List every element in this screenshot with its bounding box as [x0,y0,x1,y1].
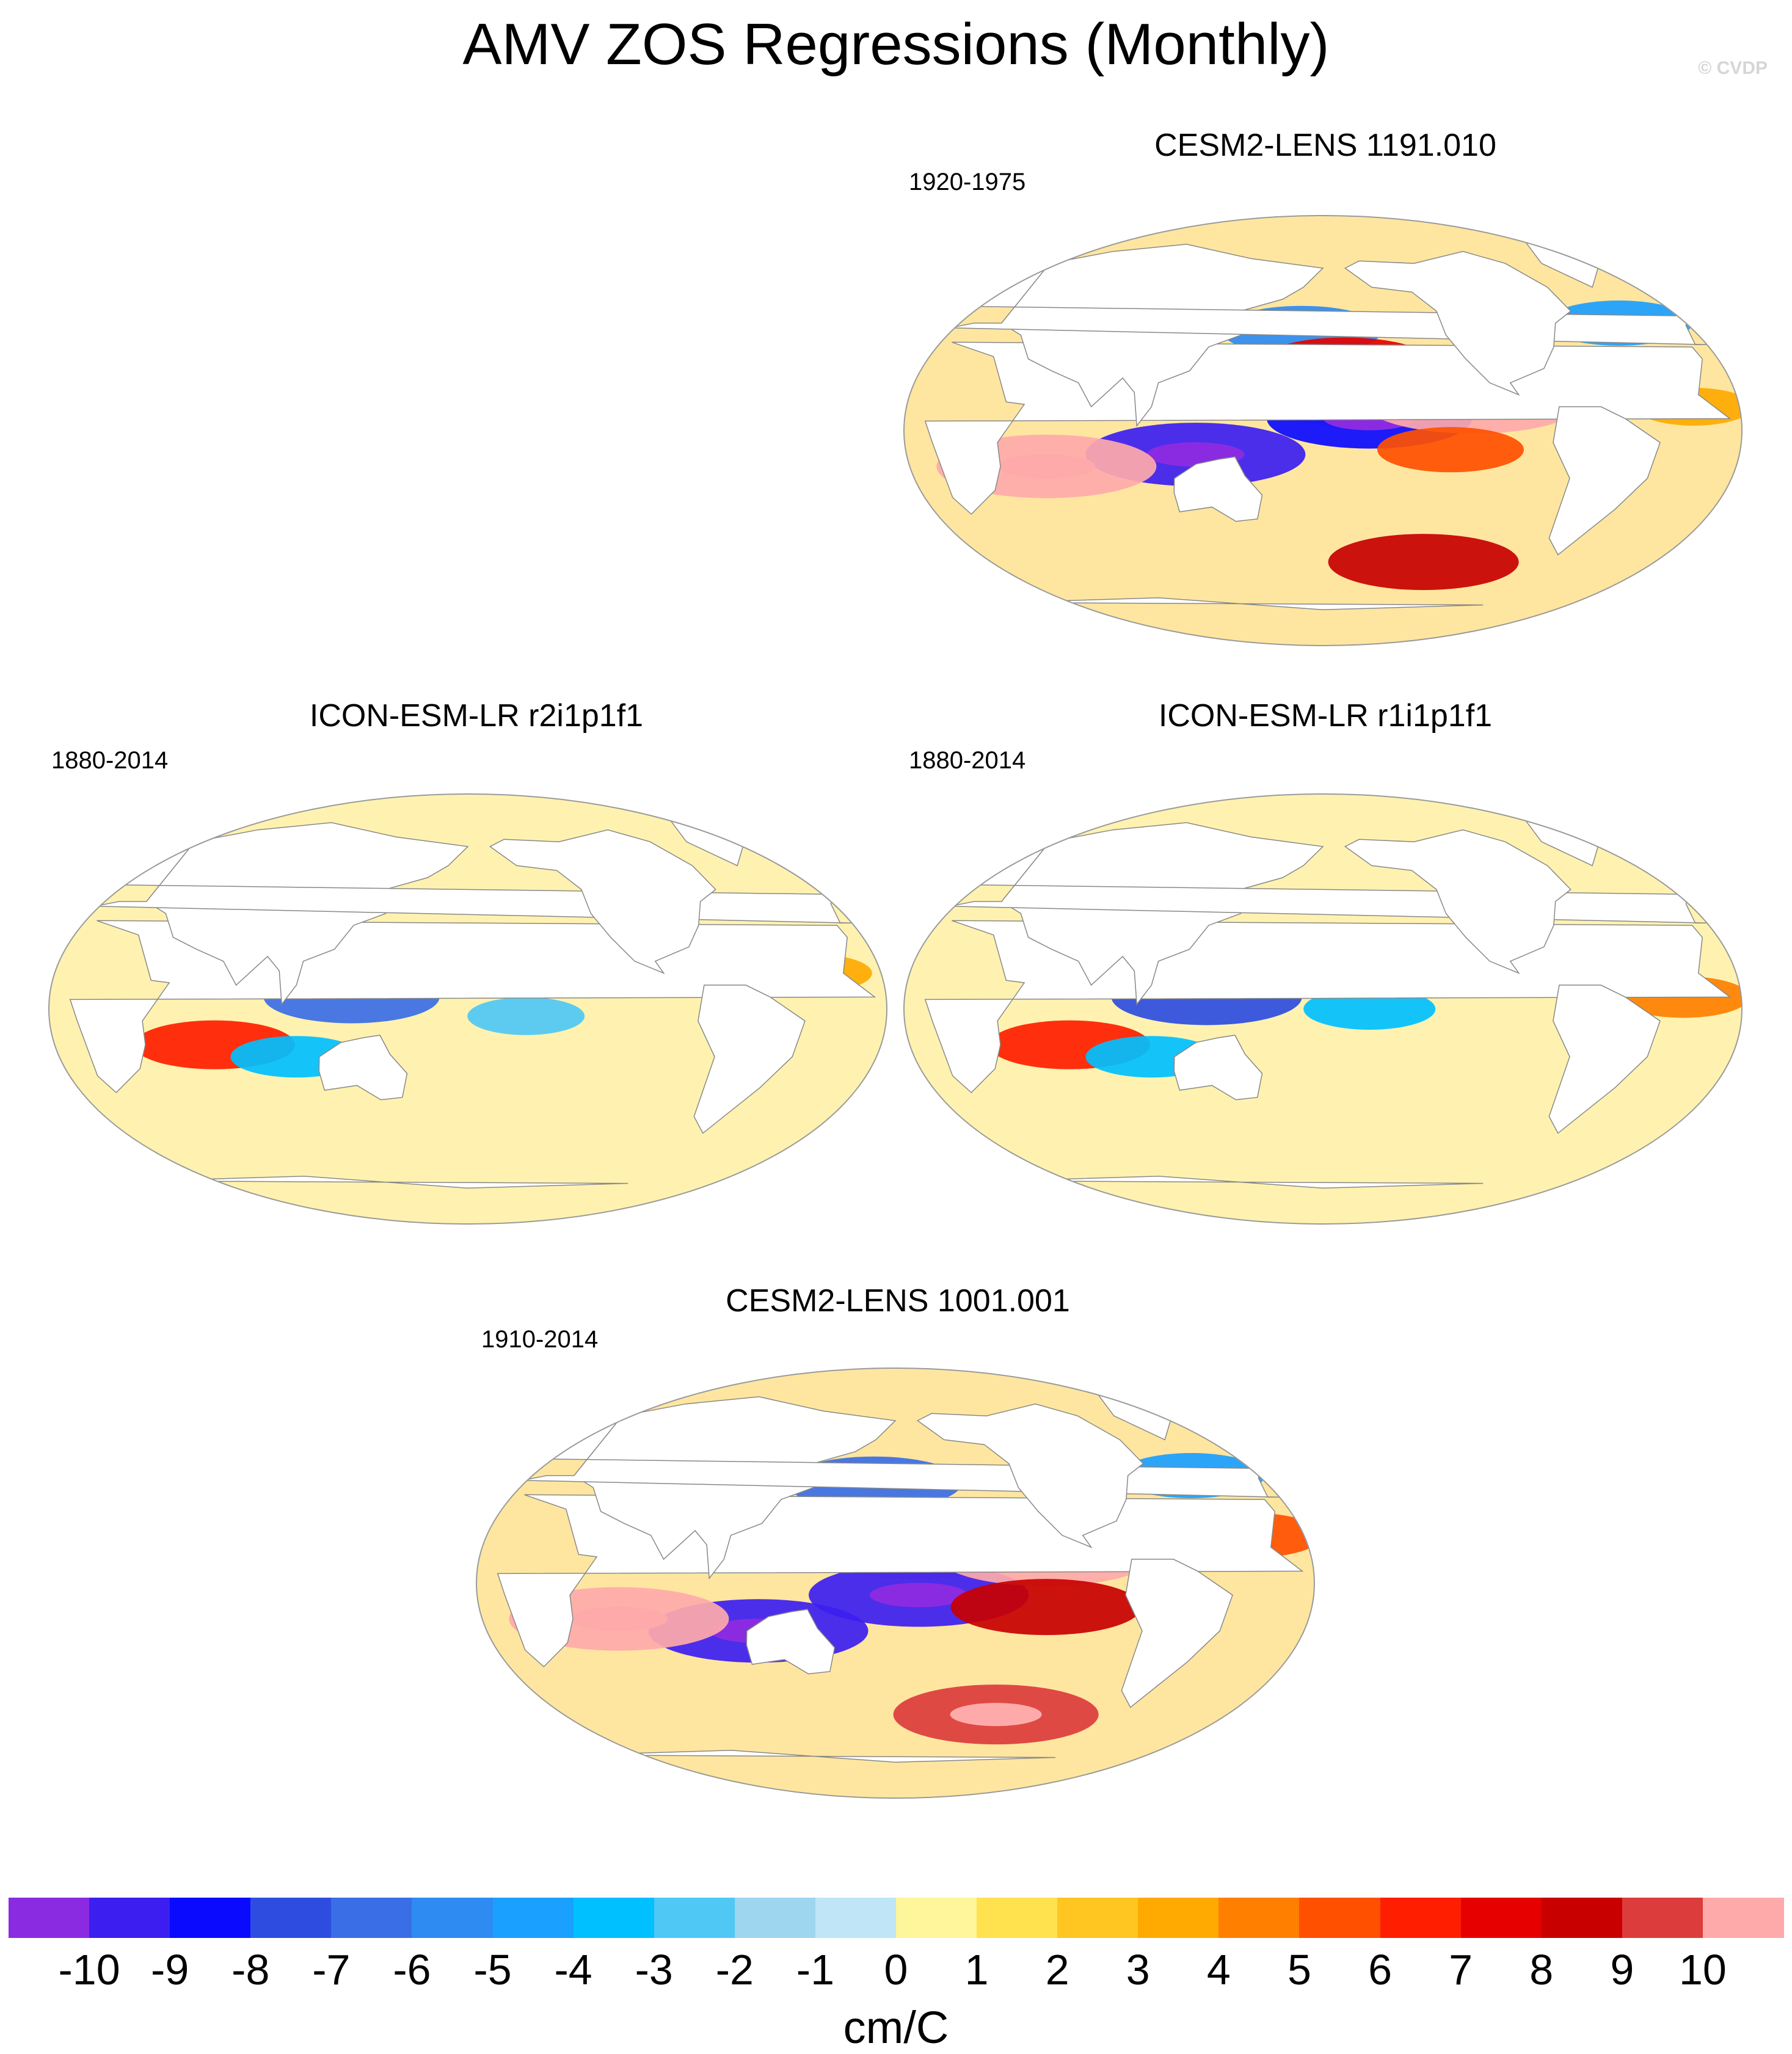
anomaly-core [997,454,1096,479]
land-asia [1000,822,1324,1006]
land-asia [145,822,469,1006]
colorbar-tick-label: 9 [1610,1946,1634,1994]
panel-title-icon-r1: ICON-ESM-LR r1i1p1f1 [1158,698,1493,734]
colorbar-tick-label: -1 [796,1946,835,1994]
land-north-america [1344,829,1572,974]
map-panel-1 [48,793,887,1225]
land-south-america [1548,985,1661,1134]
land-africa [924,341,1732,515]
colorbar-swatch [1057,1898,1138,1938]
colorbar-swatch [331,1898,413,1938]
land-south-america [1121,1559,1233,1708]
colorbar-tick-label: 1 [964,1946,989,1994]
land-south-america [693,985,806,1134]
anomaly-feature [1328,534,1519,591]
colorbar-swatch [1138,1898,1219,1938]
colorbar-tick-label: -5 [473,1946,512,1994]
colorbar-swatch [977,1898,1058,1938]
anomaly-feature [950,1579,1142,1636]
copyright-watermark: © CVDP [1698,58,1768,78]
anomaly-feature [1377,427,1524,473]
colorbar-tick-label: -4 [554,1946,592,1994]
land-africa [497,1494,1304,1667]
land-north-america [916,1403,1144,1548]
colorbar-tick-label: 5 [1287,1946,1311,1994]
colorbar-swatch [492,1898,574,1938]
colorbar-tick-label: -6 [393,1946,431,1994]
colorbar-tick-label: 4 [1206,1946,1231,1994]
colorbar-swatch [654,1898,735,1938]
colorbar-swatch [1622,1898,1703,1938]
land-australia [1173,456,1263,522]
land-africa [69,920,876,1093]
colorbar [9,1898,1784,1938]
panel-years-cesm2-1191: 1920-1975 [909,169,1026,195]
colorbar-swatch [1702,1898,1784,1938]
colorbar-tick-label: -10 [58,1946,120,1994]
colorbar-swatch [89,1898,170,1938]
colorbar-swatch [250,1898,332,1938]
land-asia [1000,244,1324,428]
colorbar-tick-label: -7 [312,1946,351,1994]
colorbar-tick-label: 6 [1368,1946,1392,1994]
land-north-america [1344,250,1572,396]
map-panel-0 [903,215,1743,646]
map-outline [903,215,1743,646]
panel-years-cesm2-1001: 1910-2014 [481,1326,599,1353]
colorbar-swatch [170,1898,251,1938]
main-title: AMV ZOS Regressions (Monthly) [462,12,1330,77]
panel-title-cesm2-1001: CESM2-LENS 1001.001 [726,1283,1070,1319]
panel-years-icon-r1: 1880-2014 [909,747,1026,774]
colorbar-swatch [815,1898,897,1938]
map-outline [48,793,887,1225]
colorbar-tick-label: 7 [1449,1946,1473,1994]
land-australia [318,1035,408,1101]
panel-title-cesm2-1191: CESM2-LENS 1191.010 [1154,128,1496,163]
colorbar-units: cm/C [843,2002,949,2053]
map-outline [903,793,1743,1225]
anomaly-core [870,1582,968,1608]
land-south-america [1548,406,1661,556]
panel-title-icon-r2: ICON-ESM-LR r2i1p1f1 [309,698,644,734]
colorbar-swatch [573,1898,655,1938]
land-africa [924,920,1732,1093]
panel-years-icon-r2: 1880-2014 [51,747,169,774]
anomaly-feature [467,997,585,1035]
colorbar-swatch [412,1898,494,1938]
colorbar-swatch [1380,1898,1462,1938]
colorbar-tick-label: -9 [151,1946,189,1994]
colorbar-tick-label: -2 [715,1946,754,1994]
land-australia [746,1609,836,1675]
colorbar-tick-label: 8 [1529,1946,1554,1994]
colorbar-swatch [1541,1898,1623,1938]
land-asia [573,1396,897,1580]
colorbar-tick-label: -8 [231,1946,270,1994]
colorbar-tick-label: -3 [635,1946,673,1994]
colorbar-tick-label: 10 [1678,1946,1727,1994]
map-panel-2 [903,793,1743,1225]
map-outline [476,1368,1315,1799]
anomaly-core [570,1606,668,1631]
colorbar-swatch [1460,1898,1542,1938]
colorbar-tick-label: 3 [1126,1946,1150,1994]
colorbar-swatch [9,1898,90,1938]
land-north-america [489,829,716,974]
colorbar-swatch [1218,1898,1300,1938]
colorbar-swatch [1299,1898,1381,1938]
anomaly-core [950,1703,1042,1727]
colorbar-swatch [734,1898,816,1938]
colorbar-tick-label: 0 [884,1946,908,1994]
colorbar-tick-label: 2 [1045,1946,1069,1994]
colorbar-swatch [896,1898,977,1938]
map-panel-3 [476,1368,1315,1799]
land-australia [1173,1035,1263,1101]
